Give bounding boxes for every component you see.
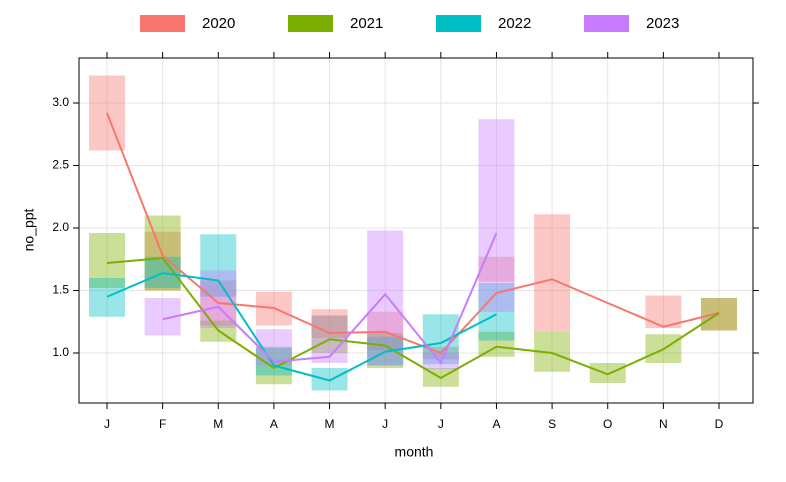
legend-label: 2022 xyxy=(498,15,531,32)
legend-swatch xyxy=(140,15,185,32)
x-tick-label: J xyxy=(438,417,444,431)
range-box xyxy=(701,298,737,331)
x-tick-label: O xyxy=(603,417,612,431)
range-box xyxy=(311,315,348,353)
range-box xyxy=(200,234,237,297)
legend-swatch xyxy=(436,15,481,32)
x-tick-label: A xyxy=(270,417,278,431)
y-tick-label: 2.5 xyxy=(52,158,69,172)
range-box xyxy=(311,368,348,391)
y-tick-label: 1.5 xyxy=(52,283,69,297)
range-box xyxy=(589,363,626,383)
legend-label: 2020 xyxy=(202,15,235,32)
x-tick-label: J xyxy=(382,417,388,431)
x-tick-label: A xyxy=(492,417,500,431)
range-box xyxy=(478,119,515,312)
range-box xyxy=(144,231,181,291)
plot-frame xyxy=(78,57,754,404)
x-tick-label: N xyxy=(659,417,668,431)
x-tick-label: J xyxy=(104,417,110,431)
x-axis-label: month xyxy=(395,444,434,460)
legend-swatch xyxy=(584,15,629,32)
legend-label: 2021 xyxy=(350,15,383,32)
x-tick-label: D xyxy=(715,417,724,431)
legend-label: 2023 xyxy=(646,15,679,32)
series-line xyxy=(106,271,497,382)
y-tick-label: 1.0 xyxy=(52,345,69,359)
range-box xyxy=(367,230,404,366)
y-axis-label: no_ppt xyxy=(21,208,37,251)
range-box xyxy=(89,278,125,317)
range-box xyxy=(701,298,737,331)
y-tick-label: 3.0 xyxy=(52,95,69,109)
series-line xyxy=(106,256,720,380)
x-tick-label: M xyxy=(213,417,223,431)
series-line xyxy=(106,112,720,355)
range-box xyxy=(534,214,571,332)
legend-swatch xyxy=(288,15,333,32)
series-line xyxy=(162,232,498,365)
y-tick-label: 2.0 xyxy=(52,220,69,234)
x-tick-label: M xyxy=(325,417,335,431)
x-tick-label: S xyxy=(548,417,556,431)
x-tick-label: F xyxy=(159,417,166,431)
range-box xyxy=(89,233,125,288)
